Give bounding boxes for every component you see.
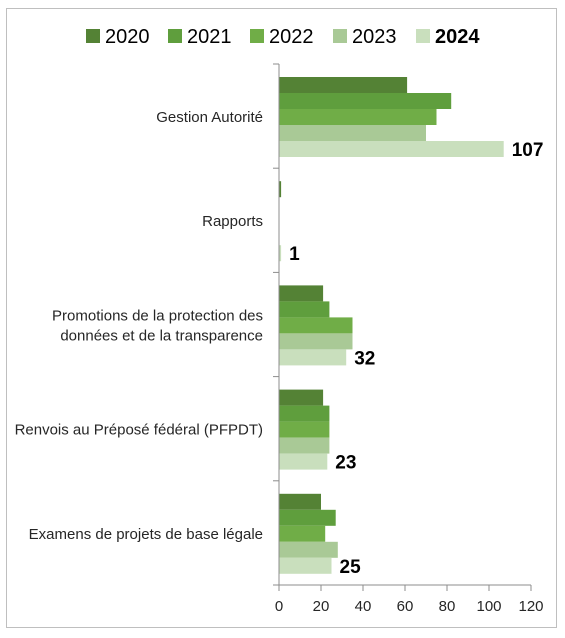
data-label-cat4: 25 xyxy=(340,557,362,578)
x-tick-label-100: 100 xyxy=(476,598,501,615)
bar-2021-cat2 xyxy=(279,301,330,318)
x-tick-label-120: 120 xyxy=(518,598,543,615)
x-tick-label-80: 80 xyxy=(439,598,456,615)
category-label-4-0: Examens de projets de base légale xyxy=(29,526,263,543)
bar-2023-cat0 xyxy=(279,125,426,141)
bar-2022-cat3 xyxy=(279,421,330,438)
legend-label-2023: 2023 xyxy=(352,26,397,48)
bar-2024-cat1 xyxy=(279,245,282,262)
legend-label-2021: 2021 xyxy=(187,26,232,48)
legend-label-2022: 2022 xyxy=(269,26,314,48)
bar-2023-cat3 xyxy=(279,437,330,454)
bar-2020-cat4 xyxy=(279,493,321,510)
x-tick-label-60: 60 xyxy=(397,598,414,615)
x-tick-label-40: 40 xyxy=(355,598,372,615)
bar-2021-cat0 xyxy=(279,93,452,109)
bar-2022-cat4 xyxy=(279,525,326,542)
bar-2020-cat1 xyxy=(279,181,282,198)
data-label-cat0: 107 xyxy=(512,140,544,161)
data-label-cat1: 1 xyxy=(289,244,300,265)
category-label-2-1: données et de la transparence xyxy=(60,327,263,344)
bars: 107 1 32 23 25 xyxy=(279,77,543,578)
bar-2024-cat3 xyxy=(279,453,328,470)
data-label-cat3: 23 xyxy=(335,453,356,474)
bar-2024-cat0 xyxy=(279,141,504,157)
legend-label-2024: 2024 xyxy=(435,26,480,48)
legend-swatch-2020 xyxy=(86,29,100,43)
bar-2024-cat2 xyxy=(279,349,347,366)
category-label-3-0: Renvois au Préposé fédéral (PFPDT) xyxy=(15,422,263,439)
x-tick-label-20: 20 xyxy=(313,598,330,615)
legend: 2020 2021 2022 2023 2024 xyxy=(86,26,480,48)
bar-2024-cat4 xyxy=(279,557,332,574)
bar-2020-cat2 xyxy=(279,285,324,302)
bar-2023-cat4 xyxy=(279,541,338,558)
bar-2020-cat0 xyxy=(279,77,408,93)
legend-swatch-2023 xyxy=(333,29,347,43)
bar-2021-cat4 xyxy=(279,509,336,526)
axes: 0 20 40 60 80 100 120 xyxy=(273,63,544,615)
category-label-0-0: Gestion Autorité xyxy=(156,109,263,126)
legend-swatch-2024 xyxy=(416,29,430,43)
bar-2020-cat3 xyxy=(279,389,324,406)
category-label-1-0: Rapports xyxy=(202,213,263,230)
bar-2022-cat0 xyxy=(279,109,437,125)
category-label-2-0: Promotions de la protection des xyxy=(52,307,263,324)
bar-2021-cat3 xyxy=(279,405,330,422)
legend-label-2020: 2020 xyxy=(105,26,150,48)
bar-2023-cat2 xyxy=(279,333,353,350)
bar-2022-cat2 xyxy=(279,317,353,334)
data-label-cat2: 32 xyxy=(354,348,375,369)
legend-swatch-2021 xyxy=(168,29,182,43)
category-labels: Gestion Autorité Rapports Promotions de la… xyxy=(15,109,263,543)
x-tick-label-0: 0 xyxy=(275,598,283,615)
legend-swatch-2022 xyxy=(250,29,264,43)
